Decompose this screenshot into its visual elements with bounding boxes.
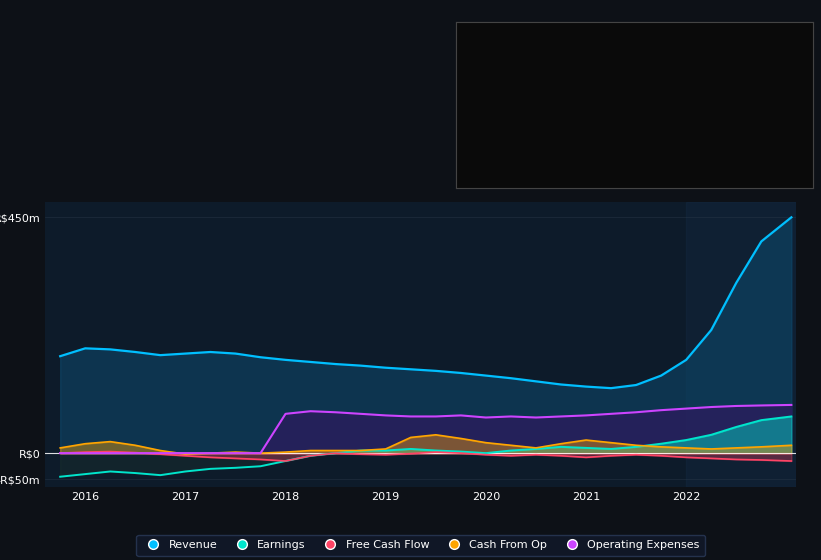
Legend: Revenue, Earnings, Free Cash Flow, Cash From Op, Operating Expenses: Revenue, Earnings, Free Cash Flow, Cash … — [136, 535, 705, 556]
Text: Earnings: Earnings — [470, 78, 516, 88]
Text: /yr: /yr — [722, 113, 739, 123]
Text: R$91.757m: R$91.757m — [641, 154, 708, 164]
Text: /yr: /yr — [714, 154, 732, 164]
Text: R$62.638m: R$62.638m — [641, 78, 708, 88]
Text: -R$13.047m: -R$13.047m — [641, 113, 713, 123]
Text: Cash From Op: Cash From Op — [470, 133, 543, 143]
Text: /yr: /yr — [714, 78, 732, 88]
Text: profit margin: profit margin — [682, 92, 754, 102]
Text: Free Cash Flow: Free Cash Flow — [470, 113, 548, 123]
Text: Revenue: Revenue — [470, 55, 515, 66]
Text: /yr: /yr — [722, 55, 739, 66]
Text: 15.5%: 15.5% — [641, 92, 677, 102]
Bar — [686, 202, 796, 487]
Text: R$404.210m: R$404.210m — [641, 55, 715, 66]
Text: Sep 30 2022: Sep 30 2022 — [470, 31, 552, 44]
Text: R$12.547m: R$12.547m — [641, 133, 708, 143]
Text: /yr: /yr — [714, 133, 732, 143]
Text: Operating Expenses: Operating Expenses — [470, 154, 576, 164]
